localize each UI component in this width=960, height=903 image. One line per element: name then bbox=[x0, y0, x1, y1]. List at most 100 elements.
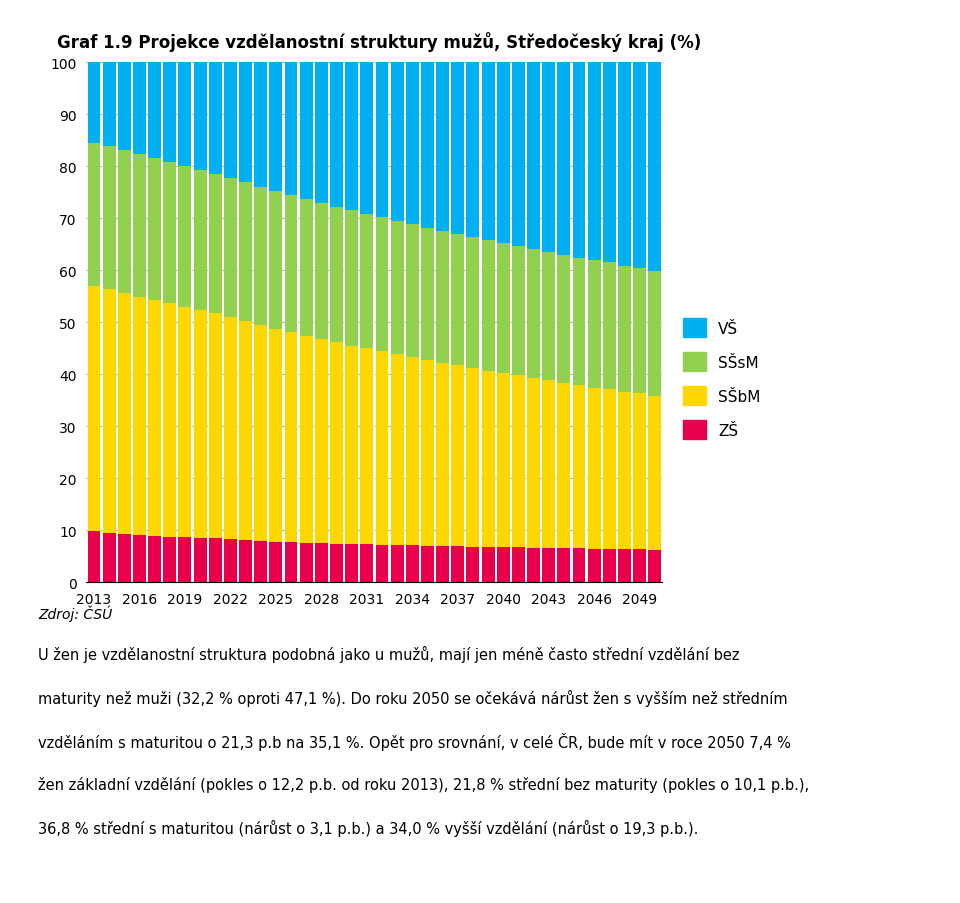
Bar bbox=[346, 63, 358, 211]
Bar bbox=[603, 549, 615, 582]
Bar bbox=[300, 63, 313, 200]
Text: U žen je vzdělanostní struktura podobná jako u mužů, mají jen méně často střední: U žen je vzdělanostní struktura podobná … bbox=[38, 646, 740, 663]
Bar bbox=[163, 63, 177, 163]
Bar bbox=[300, 200, 313, 336]
Text: Zdroj: ČSÚ: Zdroj: ČSÚ bbox=[38, 605, 112, 621]
Bar bbox=[163, 163, 177, 304]
Bar bbox=[239, 63, 252, 183]
Bar bbox=[588, 63, 601, 261]
Bar bbox=[406, 545, 419, 582]
Bar bbox=[87, 63, 101, 144]
Bar bbox=[421, 360, 434, 546]
Bar bbox=[558, 549, 570, 582]
Bar bbox=[467, 547, 479, 582]
Bar bbox=[346, 211, 358, 346]
Bar bbox=[360, 349, 373, 545]
Bar bbox=[330, 343, 343, 544]
Bar bbox=[527, 379, 540, 548]
Bar bbox=[118, 535, 131, 582]
Bar bbox=[284, 196, 298, 332]
Bar bbox=[512, 63, 525, 247]
Bar bbox=[254, 63, 267, 188]
Bar bbox=[451, 63, 465, 235]
Bar bbox=[133, 155, 146, 297]
Bar bbox=[618, 550, 631, 582]
Bar bbox=[482, 241, 494, 371]
Bar bbox=[284, 332, 298, 543]
Bar bbox=[542, 253, 555, 381]
Bar bbox=[224, 63, 237, 179]
Bar bbox=[224, 539, 237, 582]
Bar bbox=[391, 221, 403, 355]
Bar bbox=[436, 63, 449, 231]
Bar bbox=[497, 374, 510, 547]
Bar bbox=[330, 544, 343, 582]
Bar bbox=[315, 544, 327, 582]
Bar bbox=[315, 63, 327, 204]
Text: maturity než muži (32,2 % oproti 47,1 %). Do roku 2050 se očekává nárůst žen s v: maturity než muži (32,2 % oproti 47,1 %)… bbox=[38, 689, 788, 706]
Bar bbox=[527, 63, 540, 250]
Bar bbox=[163, 304, 177, 537]
Bar bbox=[512, 547, 525, 582]
Bar bbox=[391, 355, 403, 545]
Bar bbox=[179, 166, 191, 307]
Bar bbox=[103, 290, 115, 533]
Bar bbox=[360, 545, 373, 582]
Bar bbox=[451, 546, 465, 582]
Bar bbox=[467, 63, 479, 237]
Bar bbox=[118, 293, 131, 535]
Bar bbox=[467, 237, 479, 368]
Bar bbox=[634, 394, 646, 550]
Bar bbox=[451, 235, 465, 366]
Bar bbox=[300, 336, 313, 543]
Bar bbox=[148, 159, 161, 301]
Bar bbox=[179, 538, 191, 582]
Text: vzděláním s maturitou o 21,3 p.b na 35,1 %. Opět pro srovnání, v celé ČR, bude m: vzděláním s maturitou o 21,3 p.b na 35,1… bbox=[38, 732, 791, 750]
Bar bbox=[391, 63, 403, 221]
Bar bbox=[572, 386, 586, 549]
Bar bbox=[148, 301, 161, 536]
Bar bbox=[148, 63, 161, 159]
Bar bbox=[118, 151, 131, 293]
Bar bbox=[300, 543, 313, 582]
Bar bbox=[391, 545, 403, 582]
Bar bbox=[330, 63, 343, 208]
Bar bbox=[497, 244, 510, 374]
Bar bbox=[542, 63, 555, 253]
Bar bbox=[346, 545, 358, 582]
Bar bbox=[133, 63, 146, 155]
Bar bbox=[87, 532, 101, 582]
Bar bbox=[194, 311, 206, 538]
Bar bbox=[634, 550, 646, 582]
Bar bbox=[87, 144, 101, 286]
Bar bbox=[163, 537, 177, 582]
Bar bbox=[648, 63, 661, 272]
Bar bbox=[542, 381, 555, 548]
Bar bbox=[375, 352, 389, 545]
Legend: VŠ, SŠsM, SŠbM, ZŠ: VŠ, SŠsM, SŠbM, ZŠ bbox=[677, 313, 766, 445]
Bar bbox=[254, 188, 267, 326]
Bar bbox=[648, 272, 661, 396]
Bar bbox=[270, 330, 282, 542]
Bar bbox=[588, 388, 601, 549]
Bar bbox=[588, 549, 601, 582]
Bar bbox=[179, 63, 191, 166]
Bar bbox=[558, 384, 570, 549]
Bar bbox=[512, 376, 525, 547]
Bar bbox=[254, 326, 267, 542]
Bar bbox=[360, 63, 373, 214]
Bar bbox=[194, 63, 206, 171]
Bar bbox=[603, 263, 615, 390]
Bar bbox=[103, 533, 115, 582]
Text: Graf 1.9 Projekce vzdělanostní struktury mužů, Středočeský kraj (%): Graf 1.9 Projekce vzdělanostní struktury… bbox=[57, 32, 702, 51]
Bar bbox=[406, 225, 419, 358]
Bar bbox=[284, 543, 298, 582]
Bar bbox=[208, 63, 222, 174]
Bar bbox=[239, 540, 252, 582]
Bar bbox=[254, 542, 267, 582]
Bar bbox=[603, 390, 615, 549]
Bar bbox=[148, 536, 161, 582]
Bar bbox=[497, 547, 510, 582]
Bar bbox=[572, 63, 586, 258]
Bar bbox=[512, 247, 525, 376]
